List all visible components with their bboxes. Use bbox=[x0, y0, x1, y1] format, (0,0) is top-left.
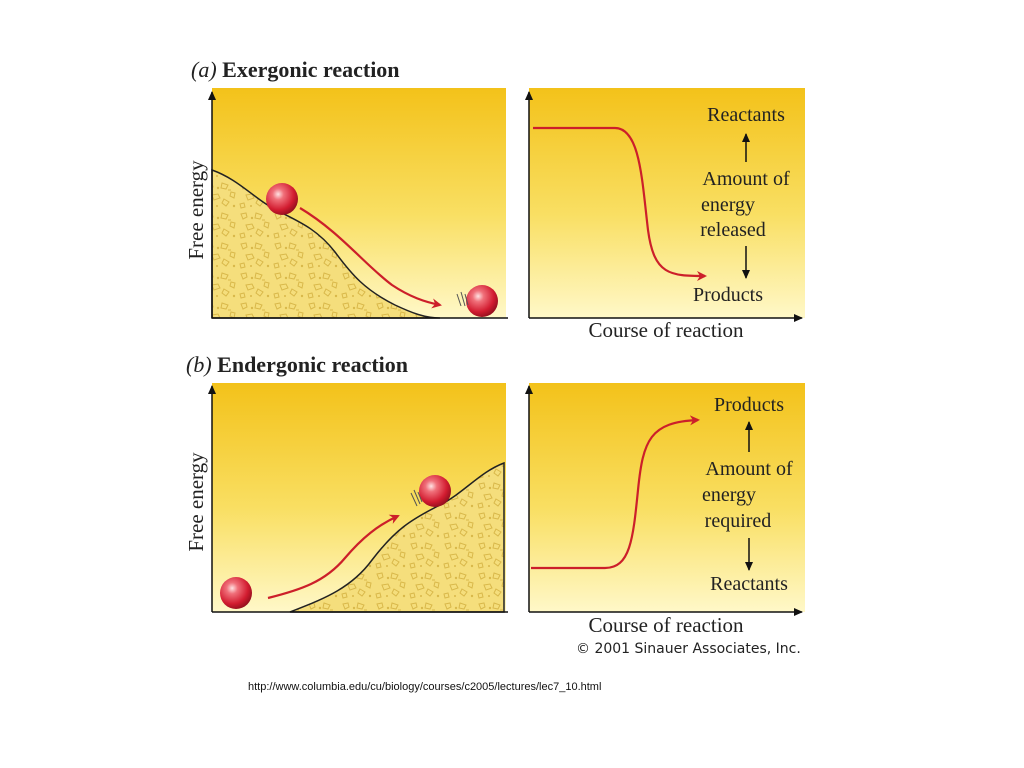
copyright-notice: © 2001 Sinauer Associates, Inc. bbox=[576, 641, 801, 657]
panel-b-products-label: Products bbox=[714, 394, 784, 416]
panel-b-hill-plot: Free energy bbox=[184, 383, 508, 613]
panel-a-rolling-arrow bbox=[299, 207, 442, 309]
panel-a-products-label: Products bbox=[693, 284, 763, 306]
panel-a-title-text: Exergonic reaction bbox=[222, 57, 400, 82]
panel-a-amount-line1: Amount of bbox=[702, 168, 790, 190]
panel-b-reactants-label: Reactants bbox=[710, 573, 788, 595]
panel-a-graph-background bbox=[529, 88, 805, 318]
panel-a-letter: (a) bbox=[191, 57, 217, 82]
panel-b-motion-lines bbox=[410, 489, 423, 507]
panel-a-ylabel: Free energy bbox=[184, 160, 208, 260]
panel-b-start-ball bbox=[220, 577, 252, 609]
panel-b-title: (b) Endergonic reaction bbox=[186, 352, 408, 378]
panel-a-title: (a) Exergonic reaction bbox=[191, 57, 400, 83]
panel-a-energy-graph: Reactants Amount of energy released Prod… bbox=[525, 88, 805, 342]
panel-b-rocky-slope bbox=[289, 461, 505, 613]
panel-b-energy-graph: Products Amount of energy required React… bbox=[525, 383, 805, 637]
panel-b-xlabel: Course of reaction bbox=[588, 613, 744, 637]
panel-a-start-ball bbox=[266, 183, 298, 215]
panel-b-title-text: Endergonic reaction bbox=[217, 352, 409, 377]
panel-a-end-ball bbox=[466, 285, 498, 317]
panel-a-amount-line2: energy bbox=[701, 194, 755, 216]
panel-a-reactants-label: Reactants bbox=[707, 104, 785, 126]
panel-a-motion-lines bbox=[456, 291, 469, 307]
panel-b-amount-line2: energy bbox=[702, 484, 756, 506]
panel-b-amount-line1: Amount of bbox=[705, 458, 793, 480]
panel-b-amount-line3: required bbox=[705, 510, 772, 532]
panel-b-graph-background bbox=[529, 383, 805, 612]
panel-a-energy-curve bbox=[533, 126, 707, 281]
panel-a-amount-line3: released bbox=[700, 219, 766, 241]
panel-b-energy-curve bbox=[531, 415, 700, 570]
source-url: http://www.columbia.edu/cu/biology/cours… bbox=[248, 681, 602, 693]
panel-b-ylabel: Free energy bbox=[184, 452, 208, 552]
panel-a-xlabel: Course of reaction bbox=[588, 318, 744, 342]
panel-b-end-ball bbox=[419, 475, 451, 507]
panel-a-hill-plot: Free energy bbox=[184, 88, 508, 319]
panel-b-pushing-arrow bbox=[267, 514, 400, 600]
panel-b-letter: (b) bbox=[186, 352, 212, 377]
